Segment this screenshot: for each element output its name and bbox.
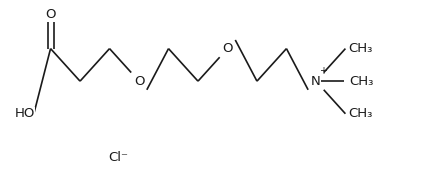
Text: O: O	[45, 8, 56, 21]
Text: CH₃: CH₃	[347, 42, 372, 55]
Text: HO: HO	[14, 107, 35, 120]
Text: O: O	[134, 75, 144, 88]
Text: +: +	[318, 66, 326, 76]
Text: N: N	[310, 75, 320, 88]
Text: Cl⁻: Cl⁻	[108, 151, 128, 164]
Text: CH₃: CH₃	[349, 75, 373, 88]
Text: CH₃: CH₃	[347, 107, 372, 120]
Text: O: O	[222, 42, 232, 55]
